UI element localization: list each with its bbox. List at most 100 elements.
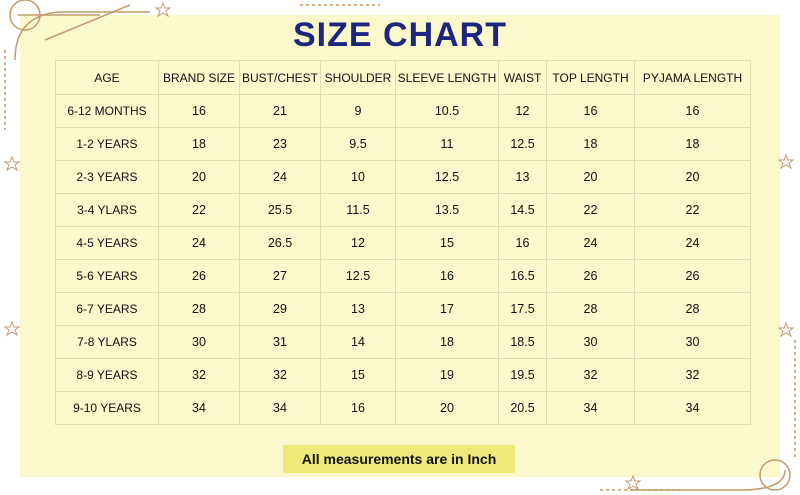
measurement-cell: 20 [395, 391, 499, 425]
measurement-cell: 20 [546, 160, 635, 194]
measurement-cell: 18 [634, 127, 751, 161]
ornament-line-top-left [14, 11, 150, 61]
measurement-cell: 9.5 [320, 127, 396, 161]
measurement-cell: 19.5 [498, 358, 547, 392]
age-cell: 6-7 YEARS [55, 292, 159, 326]
measurement-cell: 32 [158, 358, 240, 392]
measurement-cell: 27 [239, 259, 321, 293]
measurement-cell: 12.5 [395, 160, 499, 194]
age-cell: 2-3 YEARS [55, 160, 159, 194]
age-cell: 6-12 MONTHS [55, 94, 159, 128]
star-icon [624, 474, 642, 491]
measurement-cell: 23 [239, 127, 321, 161]
measurement-cell: 16 [395, 259, 499, 293]
column-header: AGE [55, 60, 159, 95]
measurement-cell: 13.5 [395, 193, 499, 227]
measurement-cell: 12 [498, 94, 547, 128]
corner-circle-bottom-right [759, 459, 791, 491]
measurement-cell: 31 [239, 325, 321, 359]
measurement-cell: 26 [546, 259, 635, 293]
column-header: PYJAMA LENGTH [634, 60, 751, 95]
measurement-cell: 10 [320, 160, 396, 194]
table-row: 6-12 MONTHS 16 21 9 10.5 12 16 16 [55, 94, 751, 128]
measurement-cell: 30 [158, 325, 240, 359]
table-row: 9-10 YEARS 34 34 16 20 20.5 34 34 [55, 391, 751, 425]
measurement-cell: 16 [498, 226, 547, 260]
column-header: BUST/CHEST [239, 60, 321, 95]
measurement-cell: 26 [158, 259, 240, 293]
measurement-cell: 13 [498, 160, 547, 194]
table-row: 5-6 YEARS 26 27 12.5 16 16.5 26 26 [55, 259, 751, 293]
measurement-cell: 20 [634, 160, 751, 194]
measurement-cell: 16.5 [498, 259, 547, 293]
table-row: 4-5 YEARS 24 26.5 12 15 16 24 24 [55, 226, 751, 260]
age-cell: 4-5 YEARS [55, 226, 159, 260]
measurement-cell: 28 [546, 292, 635, 326]
measurement-cell: 19 [395, 358, 499, 392]
measurement-cell: 24 [634, 226, 751, 260]
page-title: SIZE CHART [293, 16, 507, 54]
column-header: WAIST [498, 60, 547, 95]
star-icon [3, 155, 21, 172]
star-icon [3, 320, 21, 337]
measurement-cell: 18 [395, 325, 499, 359]
column-header: BRAND SIZE [158, 60, 240, 95]
measurement-cell: 17 [395, 292, 499, 326]
measurement-cell: 13 [320, 292, 396, 326]
measurement-cell: 16 [546, 94, 635, 128]
measurement-cell: 21 [239, 94, 321, 128]
measurement-cell: 18.5 [498, 325, 547, 359]
measurement-cell: 16 [320, 391, 396, 425]
measurement-cell: 12 [320, 226, 396, 260]
column-header: SLEEVE LENGTH [395, 60, 499, 95]
table-row: 6-7 YEARS 28 29 13 17 17.5 28 28 [55, 292, 751, 326]
measurement-cell: 10.5 [395, 94, 499, 128]
measurement-cell: 34 [546, 391, 635, 425]
measurement-cell: 30 [546, 325, 635, 359]
measurement-cell: 14.5 [498, 193, 547, 227]
measurement-cell: 32 [239, 358, 321, 392]
measurement-cell: 25.5 [239, 193, 321, 227]
table-row: 2-3 YEARS 20 24 10 12.5 13 20 20 [55, 160, 751, 194]
measurement-cell: 24 [546, 226, 635, 260]
measurement-cell: 32 [546, 358, 635, 392]
measurement-cell: 15 [320, 358, 396, 392]
measurement-cell: 17.5 [498, 292, 547, 326]
ornament-line-bottom-right [630, 469, 786, 491]
table-row: 1-2 YEARS 18 23 9.5 11 12.5 18 18 [55, 127, 751, 161]
measurement-cell: 24 [158, 226, 240, 260]
measurement-cell: 24 [239, 160, 321, 194]
measurement-cell: 32 [634, 358, 751, 392]
age-cell: 1-2 YEARS [55, 127, 159, 161]
measurement-cell: 28 [634, 292, 751, 326]
measurement-cell: 9 [320, 94, 396, 128]
measurement-cell: 26.5 [239, 226, 321, 260]
measurement-cell: 34 [634, 391, 751, 425]
measurement-cell: 11 [395, 127, 499, 161]
measurement-note: All measurements are in Inch [283, 445, 515, 473]
measurement-cell: 12.5 [498, 127, 547, 161]
column-header: SHOULDER [320, 60, 396, 95]
table-header-row: AGE BRAND SIZE BUST/CHEST SHOULDER SLEEVE LE… [55, 60, 751, 95]
measurement-cell: 22 [546, 193, 635, 227]
table-row: 3-4 YLARS 22 25.5 11.5 13.5 14.5 22 22 [55, 193, 751, 227]
age-cell: 8-9 YEARS [55, 358, 159, 392]
measurement-cell: 15 [395, 226, 499, 260]
star-icon [777, 153, 795, 170]
age-cell: 7-8 YLARS [55, 325, 159, 359]
star-icon [154, 1, 172, 18]
measurement-cell: 18 [546, 127, 635, 161]
measurement-cell: 22 [634, 193, 751, 227]
age-cell: 9-10 YEARS [55, 391, 159, 425]
measurement-cell: 34 [158, 391, 240, 425]
star-icon [777, 321, 795, 338]
age-cell: 5-6 YEARS [55, 259, 159, 293]
measurement-cell: 12.5 [320, 259, 396, 293]
measurement-cell: 14 [320, 325, 396, 359]
measurement-cell: 20 [158, 160, 240, 194]
measurement-cell: 16 [158, 94, 240, 128]
table-row: 7-8 YLARS 30 31 14 18 18.5 30 30 [55, 325, 751, 359]
measurement-cell: 28 [158, 292, 240, 326]
measurement-cell: 16 [634, 94, 751, 128]
